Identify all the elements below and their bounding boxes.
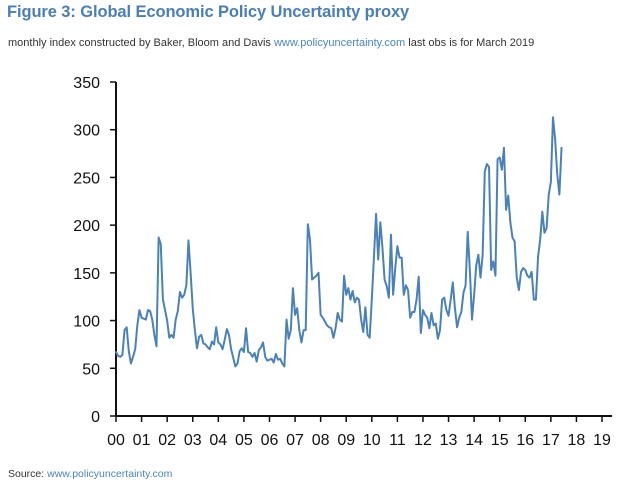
y-tick-label: 350 [73,75,100,92]
series-line [115,116,563,368]
subtitle-suffix: last obs is for March 2019 [405,37,535,49]
x-tick-label: 15 [491,432,509,449]
subtitle-text: monthly index constructed by Baker, Bloo… [8,37,274,49]
figure-subtitle: monthly index constructed by Baker, Bloo… [8,37,534,49]
y-axis: 0 50 100 150 200 250 300 350 [73,75,117,426]
x-tick-label: 11 [389,432,406,449]
source-note: Source: www.policyuncertainty.com [8,468,172,480]
plot-area [115,116,563,368]
x-tick-label: 07 [286,432,304,449]
x-tick-label: 14 [465,432,483,449]
subtitle-link[interactable]: www.policyuncertainty.com [273,37,406,49]
x-tick-label: 13 [440,432,458,449]
x-tick-label: 03 [184,432,202,449]
x-tick-label: 12 [414,432,432,449]
x-tick-label: 18 [568,432,586,449]
x-tick-label: 10 [363,432,381,449]
source-link[interactable]: www.policyuncertainty.com [47,468,173,480]
y-tick-label: 100 [73,314,100,331]
y-tick-label: 150 [73,266,100,283]
y-tick-label: 50 [82,361,100,378]
y-tick-label: 300 [73,123,100,140]
source-label: Source: [8,468,48,480]
y-tick-label: 200 [73,218,100,235]
x-tick-label: 19 [593,432,611,449]
figure-title: Figure 3: Global Economic Policy Uncerta… [7,3,410,21]
x-tick-label: 01 [133,432,151,449]
x-tick-label: 05 [235,432,253,449]
x-tick-label: 17 [542,432,560,449]
x-tick-label: 04 [209,432,227,449]
x-tick-label: 09 [337,432,355,449]
x-axis: 00 01 02 03 04 05 06 07 08 09 10 11 12 13 14 15 16 17 18 19 [107,415,612,449]
y-tick-label: 250 [73,170,100,187]
x-tick-label: 16 [516,432,534,449]
x-tick-label: 02 [158,432,176,449]
y-tick-label: 0 [91,409,100,426]
x-tick-label: 00 [107,432,125,449]
x-tick-label: 08 [312,432,330,449]
x-tick-label: 06 [261,432,279,449]
